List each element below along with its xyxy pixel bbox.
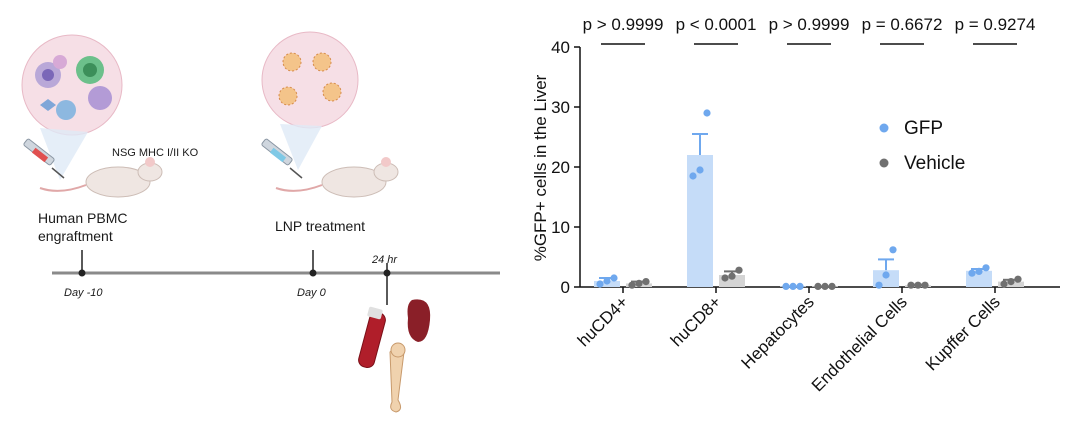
data-point (975, 267, 983, 275)
p-value-label: p > 0.9999 (583, 15, 664, 34)
spleen-icon (407, 299, 431, 342)
chart-panel: %GFP+ cells in the Liver 0 10 20 30 40 p > 0.… (520, 0, 1080, 419)
mouse-icon (39, 157, 163, 198)
step1-label-line2: engraftment (38, 228, 113, 244)
legend-marker-gfp (879, 123, 889, 133)
data-point (703, 109, 711, 117)
timeline-marker-day-minus-10 (78, 269, 86, 277)
data-point (814, 282, 822, 290)
syringe-icon-2 (261, 138, 303, 179)
experiment-schematic: NSG MHC I/II KO Human PBMC engraftment L… (0, 0, 520, 419)
step1-label-line1: Human PBMC (38, 210, 128, 226)
data-point (782, 282, 790, 290)
blood-tube-icon (358, 306, 386, 369)
step2-label: LNP treatment (275, 218, 366, 234)
timepoint-label: 24 hr (372, 254, 398, 266)
data-point (882, 271, 890, 279)
y-axis-label: %GFP+ cells in the Liver (531, 74, 550, 261)
data-point (603, 277, 611, 285)
syringe-icon (23, 138, 65, 179)
data-point (982, 264, 990, 272)
data-point (914, 281, 922, 289)
bone-icon (389, 342, 406, 413)
zoom-cone-2 (280, 124, 322, 170)
data-point (696, 166, 704, 174)
data-point (921, 281, 929, 289)
x-tick-label: huCD4+ (574, 292, 632, 350)
data-point (635, 279, 643, 287)
p-value-label: p = 0.6672 (862, 15, 943, 34)
data-point (628, 281, 636, 289)
p-value-label: p < 0.0001 (676, 15, 757, 34)
data-point (907, 281, 915, 289)
x-tick-label: huCD8+ (667, 292, 725, 350)
data-point (721, 274, 729, 282)
data-point (610, 274, 618, 282)
y-tick-label: 30 (551, 98, 570, 117)
data-point (642, 278, 650, 286)
data-point (789, 282, 797, 290)
timeline-label-day-minus-10: Day -10 (64, 287, 103, 299)
data-point (968, 269, 976, 277)
p-value-label: p > 0.9999 (769, 15, 850, 34)
data-point (728, 272, 736, 280)
data-point (889, 246, 897, 254)
y-tick-label: 20 (551, 158, 570, 177)
legend-marker-vehicle (879, 158, 889, 168)
timeline-label-day-0: Day 0 (297, 287, 326, 299)
data-point (596, 280, 604, 288)
y-tick-label: 40 (551, 38, 570, 57)
legend-label-vehicle: Vehicle (904, 153, 965, 174)
data-point (875, 281, 883, 289)
data-point (828, 282, 836, 290)
data-point (1014, 275, 1022, 283)
y-tick-label: 10 (551, 218, 570, 237)
mouse-icon-2 (275, 157, 399, 198)
data-point (1007, 278, 1015, 286)
p-value-label: p = 0.9274 (955, 15, 1036, 34)
lnp-particles-circle (261, 31, 359, 129)
data-point (689, 172, 697, 180)
y-tick-label: 0 (561, 278, 570, 297)
data-point (735, 266, 743, 274)
x-tick-label: Endothelial Cells (808, 292, 911, 395)
timeline-marker-day-0 (309, 269, 317, 277)
zoom-cone-1 (40, 128, 88, 180)
data-point (796, 282, 804, 290)
timeline-marker-24hr (383, 269, 391, 277)
bar-chart: %GFP+ cells in the Liver 0 10 20 30 40 p > 0.… (531, 15, 1060, 395)
x-tick-label: Kupffer Cells (922, 292, 1004, 374)
legend-label-gfp: GFP (904, 118, 943, 139)
data-point (1000, 280, 1008, 288)
pbmc-cells-circle (21, 34, 123, 136)
schematic-graphics (21, 31, 500, 413)
data-point (821, 282, 829, 290)
x-tick-label: Hepatocytes (738, 292, 818, 372)
mouse-strain-label: NSG MHC I/II KO (112, 147, 199, 159)
